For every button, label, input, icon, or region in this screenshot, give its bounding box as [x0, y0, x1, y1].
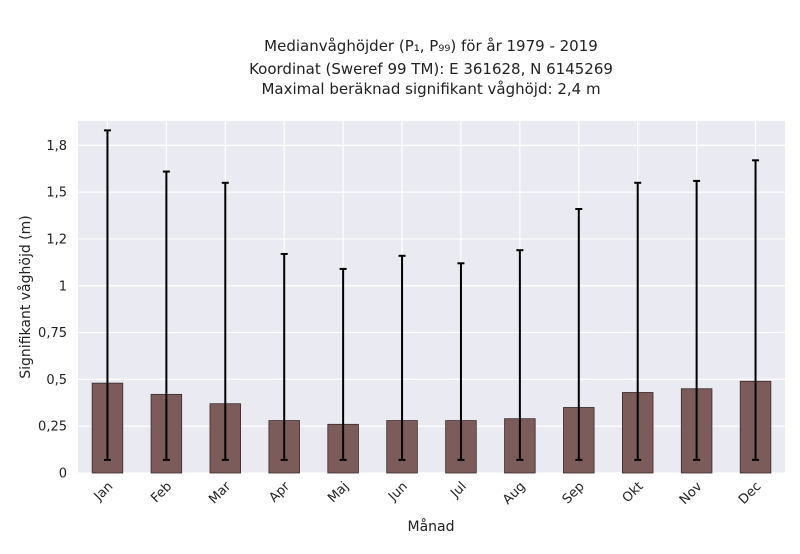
y-axis-label: Signifikant våghöjd (m)	[17, 215, 34, 378]
error-bar-dec	[752, 159, 760, 461]
y-tick-label: 0,25	[38, 420, 67, 435]
error-bar-jan	[103, 129, 111, 461]
y-tick-label: 0,5	[46, 373, 67, 388]
chart-title: Medianvåghöjder (P₁, P₉₉) för år 1979 - …	[249, 37, 613, 98]
title-line-1: Medianvåghöjder (P₁, P₉₉) för år 1979 - …	[264, 37, 598, 55]
x-tick-label: Aug	[500, 479, 529, 508]
error-bar-feb	[162, 170, 170, 461]
x-axis-label: Månad	[408, 518, 455, 535]
error-bar-jul	[457, 262, 465, 461]
error-bars	[103, 129, 760, 461]
error-bar-okt	[634, 181, 642, 461]
error-bar-apr	[280, 252, 288, 461]
error-bar-sep	[575, 208, 583, 461]
y-axis-ticks: 0 0,25 0,5 0,75 1 1,2 1,5 1,8	[38, 139, 67, 482]
x-tick-label: Maj	[325, 479, 352, 506]
x-tick-label: Jul	[447, 479, 469, 501]
title-line-3: Maximal beräknad signifikant våghöjd: 2,…	[261, 80, 600, 98]
y-tick-label: 1,2	[46, 232, 67, 247]
plot-area	[78, 121, 785, 473]
y-tick-label: 0,75	[38, 326, 67, 341]
x-tick-label: Sep	[560, 479, 588, 507]
error-bar-aug	[516, 249, 524, 461]
x-tick-label: Jun	[385, 479, 411, 505]
x-tick-label: Jan	[91, 479, 116, 504]
y-tick-label: 1,5	[46, 186, 67, 201]
y-tick-label: 1,8	[46, 139, 67, 154]
error-bar-jun	[398, 254, 406, 461]
error-bar-maj	[339, 267, 347, 461]
y-tick-label: 1	[59, 279, 67, 294]
x-tick-label: Okt	[620, 479, 647, 506]
x-tick-label: Feb	[148, 479, 175, 506]
x-axis-ticks: Jan Feb Mar Apr Maj Jun Jul Aug Sep Okt Nov Dec	[91, 479, 765, 508]
y-tick-label: 0	[59, 467, 67, 482]
error-bar-mar	[221, 181, 229, 461]
x-tick-label: Mar	[206, 479, 234, 507]
x-tick-label: Nov	[677, 479, 706, 508]
x-tick-label: Dec	[736, 479, 764, 507]
error-bar-nov	[693, 179, 701, 461]
x-tick-label: Apr	[267, 479, 294, 506]
title-line-2: Koordinat (Sweref 99 TM): E 361628, N 61…	[249, 60, 613, 78]
